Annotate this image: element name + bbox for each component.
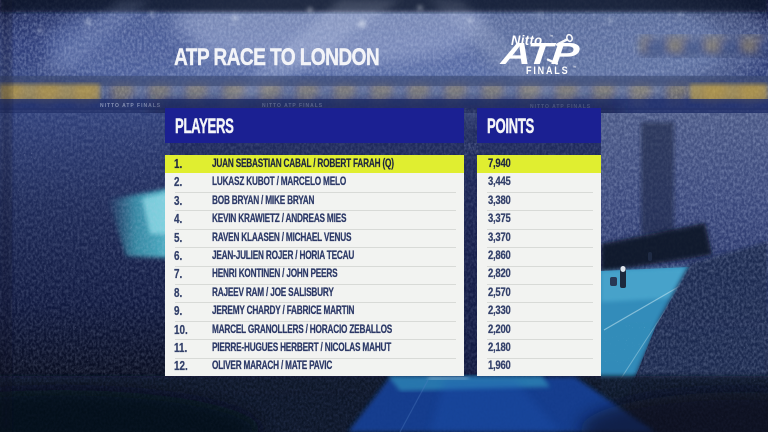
svg-text:™: ™: [572, 65, 577, 70]
svg-text:™: ™: [549, 34, 554, 39]
svg-text:NITTO ATP FINALS: NITTO ATP FINALS: [100, 103, 161, 109]
